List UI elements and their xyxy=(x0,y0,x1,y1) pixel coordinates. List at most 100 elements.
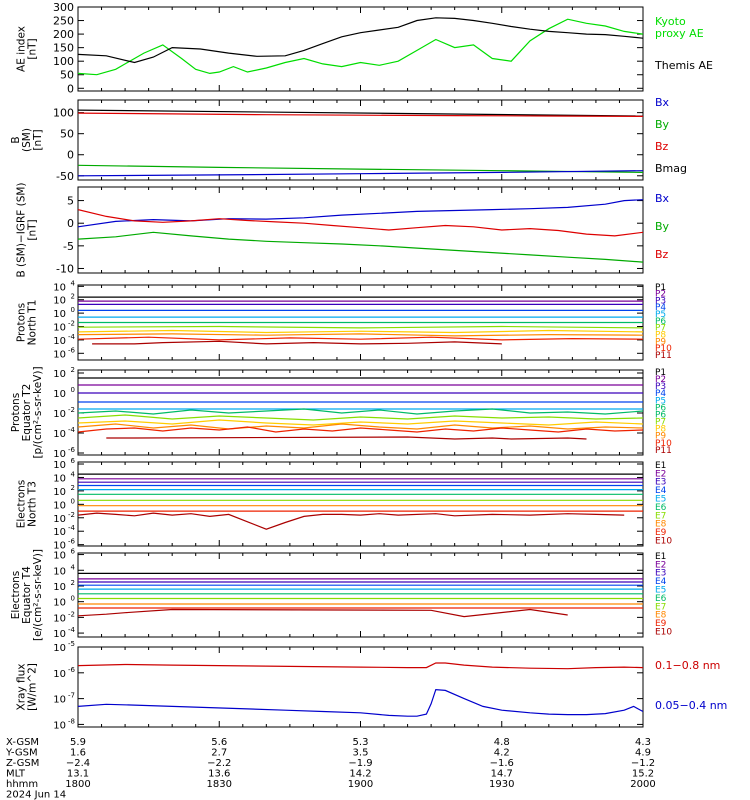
y-tick-exponent: -4 xyxy=(68,333,76,341)
legend-label: P3 xyxy=(655,296,666,306)
legend-label: E4 xyxy=(655,486,667,496)
y-tick-exponent: 2 xyxy=(71,484,75,492)
y-tick-label: 10 xyxy=(53,613,66,624)
y-tick-exponent: -6 xyxy=(68,346,76,354)
y-tick-exponent: -6 xyxy=(68,666,76,674)
series-line xyxy=(78,408,643,415)
legend-label: E10 xyxy=(655,536,672,546)
y-tick-exponent: 6 xyxy=(71,457,76,465)
y-tick-label: 10 xyxy=(53,369,66,380)
row-value: 1930 xyxy=(489,779,514,790)
row-value: −1.6 xyxy=(490,758,514,769)
y-tick-label: 10 xyxy=(53,389,66,400)
y-tick-exponent: 0 xyxy=(71,306,75,314)
y-tick-label: 10 xyxy=(53,349,66,360)
series-line xyxy=(78,512,625,530)
series-line xyxy=(92,340,502,345)
legend-label: P11 xyxy=(655,446,672,456)
panel-frame xyxy=(77,6,644,92)
row-label: X-GSM xyxy=(6,737,39,748)
legend-label: E3 xyxy=(655,478,666,488)
row-value: 3.5 xyxy=(353,748,369,759)
y-tick-label: 50 xyxy=(60,128,74,141)
row-value: 14.7 xyxy=(491,769,513,780)
y-tick-exponent: 6 xyxy=(71,548,76,556)
y-axis-title: [nT] xyxy=(27,38,39,59)
y-axis-title: (SM) xyxy=(21,128,33,152)
y-tick-label: 10 xyxy=(53,541,66,552)
row-value: 14.2 xyxy=(349,769,371,780)
y-tick-label: 10 xyxy=(53,720,66,731)
y-axis-title: Protons xyxy=(16,303,28,342)
y-tick-label: 10 xyxy=(53,296,66,307)
row-value: 13.1 xyxy=(67,769,89,780)
y-tick-label: 0 xyxy=(67,149,74,162)
legend-label: P6 xyxy=(655,317,666,327)
y-axis-title: [W/m^2] xyxy=(27,663,39,711)
legend-label: P8 xyxy=(655,331,666,341)
row-value: 5.6 xyxy=(211,737,227,748)
legend-label: P9 xyxy=(655,432,666,442)
y-tick-exponent: -4 xyxy=(68,626,76,634)
y-tick-exponent: -7 xyxy=(68,692,75,700)
legend-label: Kyoto xyxy=(655,15,686,28)
legend-label: E10 xyxy=(655,627,672,637)
y-axis-title: North T1 xyxy=(27,300,39,346)
legend-label: P1 xyxy=(655,283,666,293)
series-line xyxy=(78,109,643,117)
legend-label: E6 xyxy=(655,594,667,604)
legend-label: P3 xyxy=(655,382,666,392)
y-tick-label: 5 xyxy=(67,195,74,208)
legend-label: E7 xyxy=(655,511,666,521)
legend-label: Bx xyxy=(655,96,670,109)
series-line xyxy=(78,170,643,177)
row-value: 4.3 xyxy=(635,737,651,748)
y-tick-label: 10 xyxy=(53,409,66,420)
y-tick-label: 10 xyxy=(53,566,66,577)
row-value: 4.2 xyxy=(494,748,510,759)
y-tick-label: -50 xyxy=(56,170,74,183)
legend-label: P10 xyxy=(655,439,672,449)
row-value: 1900 xyxy=(348,779,373,790)
row-value: 1830 xyxy=(207,779,232,790)
series-line xyxy=(78,325,643,329)
y-tick-label: 10 xyxy=(53,514,66,525)
legend-label: E7 xyxy=(655,602,666,612)
y-tick-label: 10 xyxy=(53,282,66,293)
row-value: 1.6 xyxy=(70,748,86,759)
legend-label: E3 xyxy=(655,569,666,579)
y-tick-label: 10 xyxy=(53,643,66,654)
legend-label: E1 xyxy=(655,552,666,562)
series-line xyxy=(78,18,643,76)
y-tick-label: 10 xyxy=(53,527,66,538)
legend-label: P7 xyxy=(655,418,666,428)
y-tick-exponent: -2 xyxy=(68,511,75,519)
legend-label: E9 xyxy=(655,528,667,538)
row-value: 4.8 xyxy=(494,737,510,748)
y-tick-label: 250 xyxy=(53,15,74,28)
y-tick-label: 50 xyxy=(60,69,74,82)
legend-label: E5 xyxy=(655,494,666,504)
series-line xyxy=(78,199,643,228)
y-tick-label: -5 xyxy=(63,240,74,253)
ephemeris-table: X-GSM 5.9 5.6 5.3 4.8 4.3 Y-GSM 1.6 2.7 3.5 4.2 4.9… xyxy=(5,737,656,800)
y-tick-label: 10 xyxy=(53,309,66,320)
row-value: −1.2 xyxy=(631,758,655,769)
row-label: MLT xyxy=(6,769,26,780)
legend-label: P7 xyxy=(655,324,666,334)
y-axis-title: AE index xyxy=(16,26,28,72)
y-axis-title: Equator T4 xyxy=(21,566,33,624)
legend-label: 0.05−0.4 nm xyxy=(655,699,727,712)
legend-label: Themis AE xyxy=(654,59,713,72)
y-tick-label: 10 xyxy=(53,429,66,440)
row-value: 5.9 xyxy=(70,737,86,748)
y-tick-exponent: 2 xyxy=(71,293,75,301)
y-tick-exponent: 0 xyxy=(71,386,75,394)
row-value: −2.4 xyxy=(66,758,90,769)
legend-label: E4 xyxy=(655,577,667,587)
row-value: 13.6 xyxy=(208,769,230,780)
series-line xyxy=(78,608,568,618)
